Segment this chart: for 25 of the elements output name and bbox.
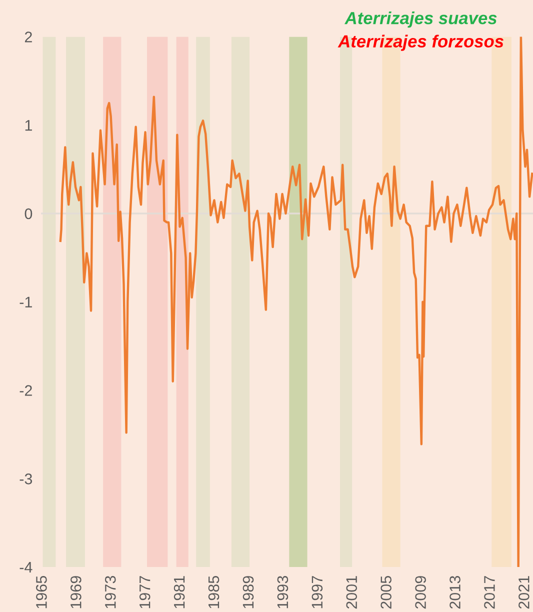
x-tick-label: 1993 [277, 576, 288, 608]
x-tick-label: 1989 [242, 576, 254, 608]
x-tick-label: 2009 [415, 576, 426, 609]
x-tick-label: 2017 [484, 576, 495, 609]
x-tick-label: 2013 [450, 576, 460, 609]
y-tick-label: -1 [20, 296, 32, 308]
y-tick-label: 2 [24, 32, 32, 42]
y-tick-label: 0 [24, 208, 32, 220]
x-tick-label: 2005 [380, 576, 392, 609]
x-tick-label: 2021 [518, 576, 530, 609]
x-tick-label: 1997 [312, 576, 323, 608]
x-tick-label: 1981 [174, 576, 185, 608]
y-tick-label: -2 [20, 385, 32, 396]
annotation: Aterrizajes forzosos [338, 34, 504, 51]
y-tick-label: -4 [20, 562, 32, 573]
x-tick-label: 1985 [208, 576, 220, 608]
y-tick-label: -3 [20, 474, 32, 484]
line-series [59, 36, 533, 568]
x-tick-label: 1973 [104, 576, 116, 608]
x-tick-label: 2001 [346, 576, 358, 609]
text: Aterrizajes suaves [344, 11, 497, 28]
x-tick-label: 1965 [36, 576, 47, 608]
x-tick-label: 1969 [70, 576, 82, 608]
x-tick-label: 1977 [139, 576, 150, 608]
y-tick-label: 1 [25, 120, 32, 131]
